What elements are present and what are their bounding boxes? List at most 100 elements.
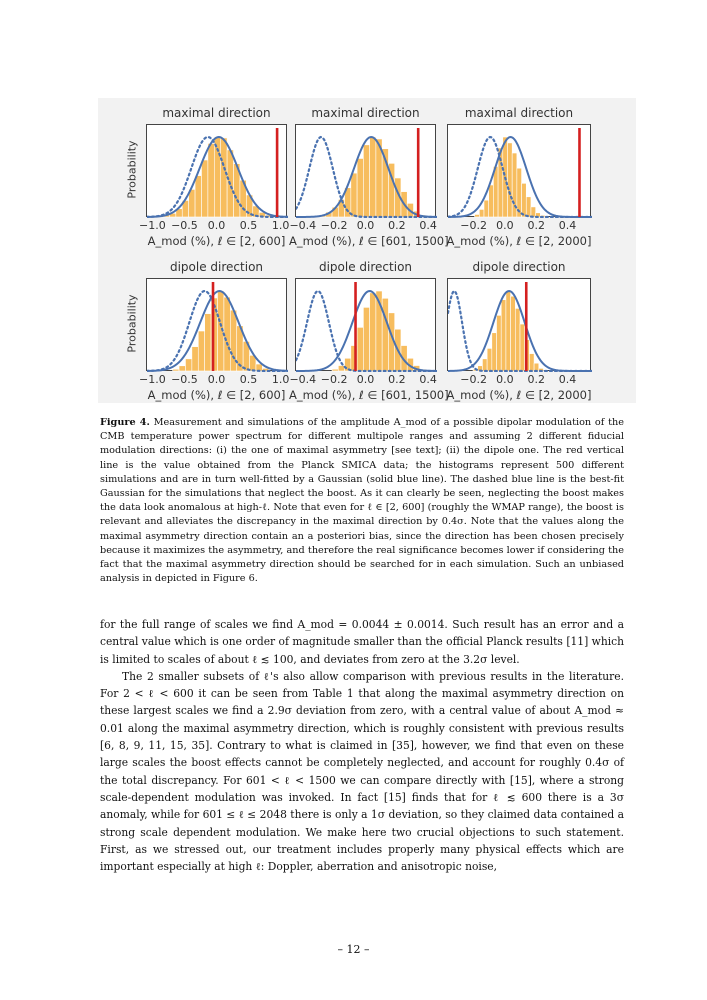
y-axis-label: Probability bbox=[125, 293, 139, 353]
histogram-bar bbox=[530, 206, 536, 218]
histogram-bar bbox=[185, 358, 193, 372]
x-tick-label: 0.4 bbox=[419, 219, 437, 232]
x-tick-label: −0.2 bbox=[320, 219, 348, 232]
histogram-bar bbox=[491, 332, 497, 372]
histogram-bar bbox=[363, 307, 370, 372]
x-tick-label: 1.0 bbox=[271, 373, 290, 386]
histogram-bar bbox=[350, 172, 358, 218]
histogram-bar bbox=[356, 327, 364, 372]
solid-gaussian-fit bbox=[147, 136, 288, 218]
x-tick-label: 0.2 bbox=[388, 219, 406, 232]
x-axis-label: A_mod (%), ℓ ∈ [601, 1500] bbox=[289, 234, 449, 248]
histogram-panel bbox=[146, 124, 288, 218]
y-axis-label: Probability bbox=[125, 139, 139, 199]
x-tick-label: 0.0 bbox=[207, 219, 226, 232]
histogram-bar bbox=[207, 143, 215, 218]
panel-title: maximal direction bbox=[311, 106, 420, 120]
figure-caption: Figure 4. Measurement and simulations of… bbox=[100, 417, 624, 585]
x-tick-label: 0.2 bbox=[388, 373, 406, 386]
histogram-bar bbox=[488, 184, 494, 218]
solid-gaussian-fit bbox=[296, 290, 437, 372]
histogram-bar bbox=[496, 315, 502, 372]
page-number: – 12 – bbox=[337, 943, 370, 956]
x-tick-label: 0.5 bbox=[239, 219, 258, 232]
paragraph-2: The 2 smaller subsets of ℓ's also allow … bbox=[100, 669, 624, 874]
solid-gaussian-fit bbox=[147, 290, 288, 372]
x-tick-label: −1.0 bbox=[139, 219, 166, 232]
histogram-bar bbox=[204, 313, 212, 372]
histogram-bar bbox=[369, 292, 377, 372]
x-axis-label: A_mod (%), ℓ ∈ [2, 2000] bbox=[446, 234, 592, 248]
x-tick-label: 1.0 bbox=[271, 219, 290, 232]
histogram-bar bbox=[507, 142, 513, 218]
panel-title: dipole direction bbox=[169, 260, 264, 274]
histogram-panel bbox=[447, 124, 592, 218]
histogram-bar bbox=[220, 137, 228, 218]
histogram-bar bbox=[529, 353, 535, 372]
x-tick-label: 0.4 bbox=[558, 373, 577, 386]
histogram-panel bbox=[295, 278, 437, 372]
panel-title: dipole direction bbox=[472, 260, 566, 274]
x-tick-label: 0.2 bbox=[527, 219, 545, 232]
body-text: for the full range of scales we find A_m… bbox=[100, 616, 624, 875]
histogram-svg bbox=[147, 282, 288, 372]
histogram-bar bbox=[474, 214, 480, 218]
histogram-bar bbox=[483, 199, 489, 218]
x-tick-label: 0.0 bbox=[207, 373, 226, 386]
x-axis-label: A_mod (%), ℓ ∈ [2, 2000] bbox=[446, 388, 592, 402]
histogram-bar bbox=[356, 158, 364, 218]
histogram-svg bbox=[448, 128, 592, 218]
histogram-svg bbox=[448, 282, 592, 372]
histogram-bar bbox=[505, 290, 511, 372]
histogram-bar bbox=[369, 136, 377, 218]
x-axis-label: A_mod (%), ℓ ∈ [2, 600] bbox=[147, 388, 286, 402]
solid-gaussian-fit bbox=[448, 290, 592, 372]
solid-gaussian-fit bbox=[296, 136, 437, 218]
histogram-bar bbox=[500, 299, 507, 372]
histogram-bar bbox=[519, 323, 525, 372]
x-tick-label: 0.0 bbox=[356, 219, 375, 232]
histogram-bar bbox=[533, 362, 540, 372]
histogram-bar bbox=[510, 295, 516, 372]
histogram-bar bbox=[331, 368, 339, 372]
histogram-bar bbox=[191, 346, 199, 372]
dashed-gaussian-fit bbox=[147, 289, 288, 372]
panel-title: maximal direction bbox=[464, 106, 574, 120]
x-tick-label: −1.0 bbox=[139, 373, 166, 386]
caption-text: Measurement and simulations of the ampli… bbox=[100, 417, 624, 585]
x-tick-label: −0.4 bbox=[289, 373, 317, 386]
histogram-bar bbox=[194, 175, 202, 218]
x-tick-label: −0.2 bbox=[460, 373, 487, 386]
panel-title: dipole direction bbox=[318, 260, 413, 274]
histogram-svg bbox=[147, 128, 288, 218]
histogram-bar bbox=[178, 365, 186, 372]
histogram-bar bbox=[381, 297, 389, 372]
histogram-bar bbox=[172, 368, 180, 372]
x-axis-label: A_mod (%), ℓ ∈ [601, 1500] bbox=[289, 388, 449, 402]
histogram-panel bbox=[447, 278, 592, 372]
histogram-panel bbox=[146, 278, 288, 372]
dashed-gaussian-fit bbox=[147, 135, 288, 218]
histogram-bar bbox=[201, 159, 209, 218]
paragraph-1: for the full range of scales we find A_m… bbox=[100, 618, 624, 666]
x-tick-label: 0.4 bbox=[419, 373, 437, 386]
histogram-bar bbox=[486, 348, 493, 372]
x-tick-label: 0.5 bbox=[239, 373, 258, 386]
x-tick-label: −0.4 bbox=[289, 219, 317, 232]
x-tick-label: −0.5 bbox=[171, 373, 198, 386]
x-tick-label: 0.0 bbox=[356, 373, 375, 386]
x-tick-label: 0.4 bbox=[558, 219, 577, 232]
histogram-bar bbox=[479, 209, 485, 218]
x-tick-label: −0.2 bbox=[320, 373, 348, 386]
caption-label: Figure 4 bbox=[100, 417, 147, 428]
histogram-svg bbox=[296, 282, 437, 372]
histogram-bar bbox=[197, 330, 205, 372]
dashed-gaussian-fit bbox=[296, 289, 437, 372]
x-tick-label: −0.5 bbox=[171, 219, 198, 232]
panel-title: maximal direction bbox=[162, 106, 271, 120]
x-tick-label: 0.0 bbox=[496, 219, 514, 232]
histogram-bar bbox=[337, 365, 345, 372]
histogram-bar bbox=[515, 308, 521, 372]
histogram-panel bbox=[295, 124, 437, 218]
x-axis-label: A_mod (%), ℓ ∈ [2, 600] bbox=[147, 234, 286, 248]
